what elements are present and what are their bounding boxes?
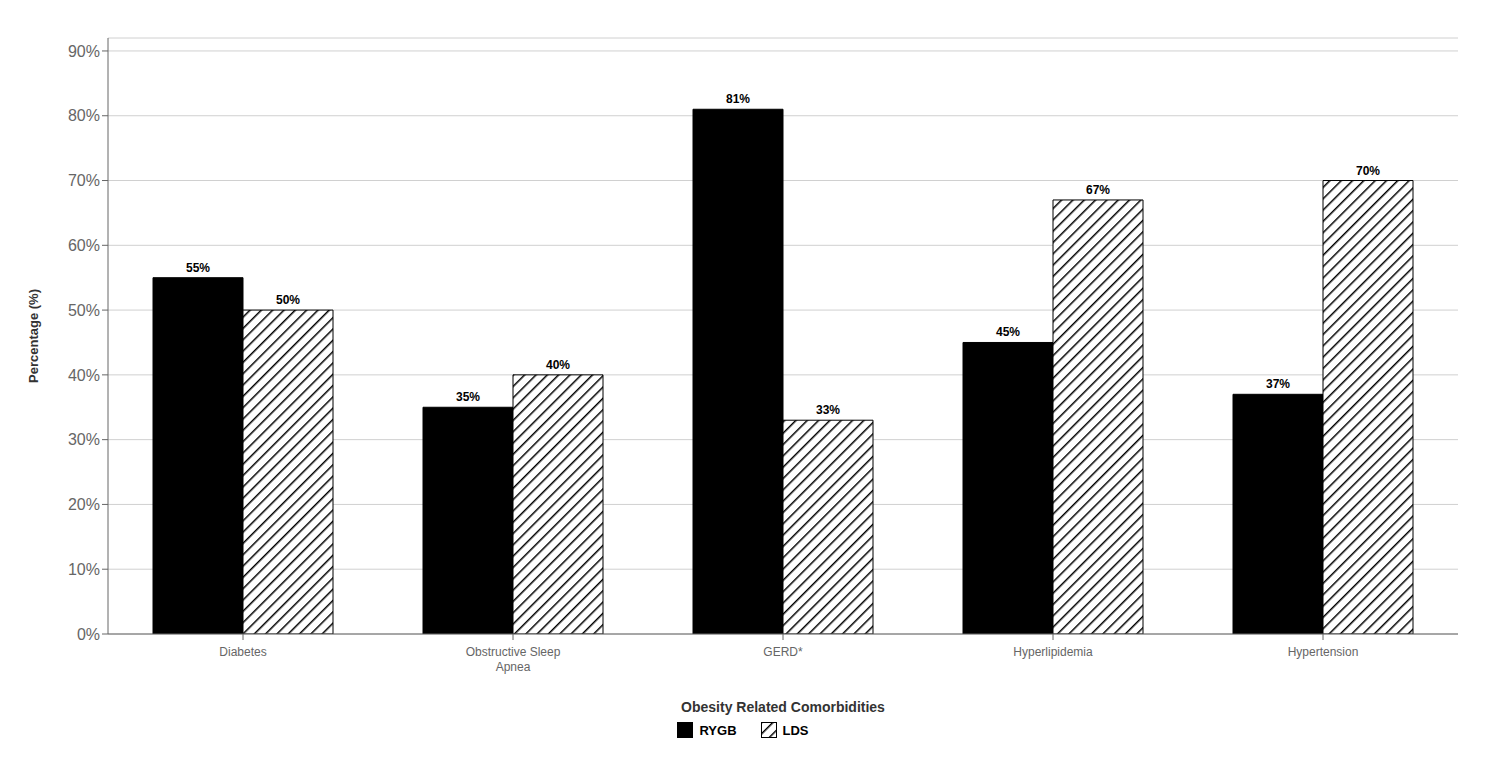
svg-text:81%: 81%: [726, 92, 750, 106]
html-text:LDS: LDS: [782, 722, 809, 738]
svg-text:40%: 40%: [546, 358, 570, 372]
svg-text:Percentage (%): Percentage (%): [26, 289, 41, 383]
svg-text:Diabetes: Diabetes: [219, 645, 266, 659]
svg-text:10%: 10%: [68, 561, 100, 578]
svg-text:Obstructive SleepApnea: Obstructive SleepApnea: [466, 645, 561, 674]
svg-text:33%: 33%: [816, 403, 840, 417]
svg-text:Obesity Related Comorbidities: Obesity Related Comorbidities: [681, 699, 885, 715]
svg-text:45%: 45%: [996, 325, 1020, 339]
svg-text:70%: 70%: [68, 172, 100, 189]
svg-text:Hyperlipidemia: Hyperlipidemia: [1013, 645, 1093, 659]
svg-text:70%: 70%: [1356, 164, 1380, 178]
svg-text:67%: 67%: [1086, 183, 1110, 197]
svg-text:40%: 40%: [68, 367, 100, 384]
svg-text:20%: 20%: [68, 496, 100, 513]
svg-text:Hypertension: Hypertension: [1288, 645, 1359, 659]
svg-text:35%: 35%: [456, 390, 480, 404]
svg-text:50%: 50%: [68, 302, 100, 319]
svg-text:GERD*: GERD*: [763, 645, 803, 659]
svg-text:37%: 37%: [1266, 377, 1290, 391]
svg-text:60%: 60%: [68, 237, 100, 254]
svg-text:30%: 30%: [68, 431, 100, 448]
svg-text:90%: 90%: [68, 43, 100, 60]
html-text:RYGB: RYGB: [699, 722, 737, 738]
svg-text:80%: 80%: [68, 107, 100, 124]
svg-text:55%: 55%: [186, 261, 210, 275]
svg-text:0%: 0%: [77, 626, 100, 643]
svg-text:50%: 50%: [276, 293, 300, 307]
